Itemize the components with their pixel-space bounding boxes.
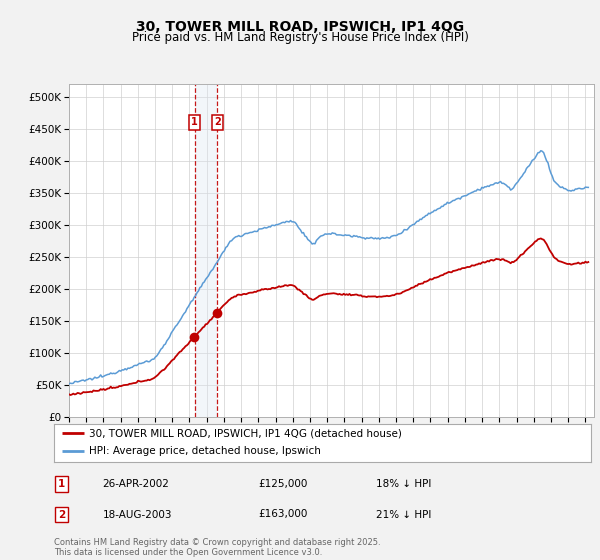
Text: 30, TOWER MILL ROAD, IPSWICH, IP1 4QG (detached house): 30, TOWER MILL ROAD, IPSWICH, IP1 4QG (d… (89, 428, 402, 438)
Text: Contains HM Land Registry data © Crown copyright and database right 2025.
This d: Contains HM Land Registry data © Crown c… (54, 538, 380, 557)
Text: £125,000: £125,000 (258, 479, 307, 489)
Text: 30, TOWER MILL ROAD, IPSWICH, IP1 4QG: 30, TOWER MILL ROAD, IPSWICH, IP1 4QG (136, 20, 464, 34)
Text: 18-AUG-2003: 18-AUG-2003 (103, 510, 172, 520)
Text: 18% ↓ HPI: 18% ↓ HPI (376, 479, 431, 489)
Text: 1: 1 (58, 479, 65, 489)
Text: £163,000: £163,000 (258, 510, 307, 520)
Text: Price paid vs. HM Land Registry's House Price Index (HPI): Price paid vs. HM Land Registry's House … (131, 31, 469, 44)
Text: 2: 2 (58, 510, 65, 520)
Text: 1: 1 (191, 118, 198, 128)
Text: 2: 2 (214, 118, 221, 128)
Text: 26-APR-2002: 26-APR-2002 (103, 479, 169, 489)
Text: 21% ↓ HPI: 21% ↓ HPI (376, 510, 431, 520)
Text: HPI: Average price, detached house, Ipswich: HPI: Average price, detached house, Ipsw… (89, 446, 321, 456)
Bar (194, 84, 217, 417)
